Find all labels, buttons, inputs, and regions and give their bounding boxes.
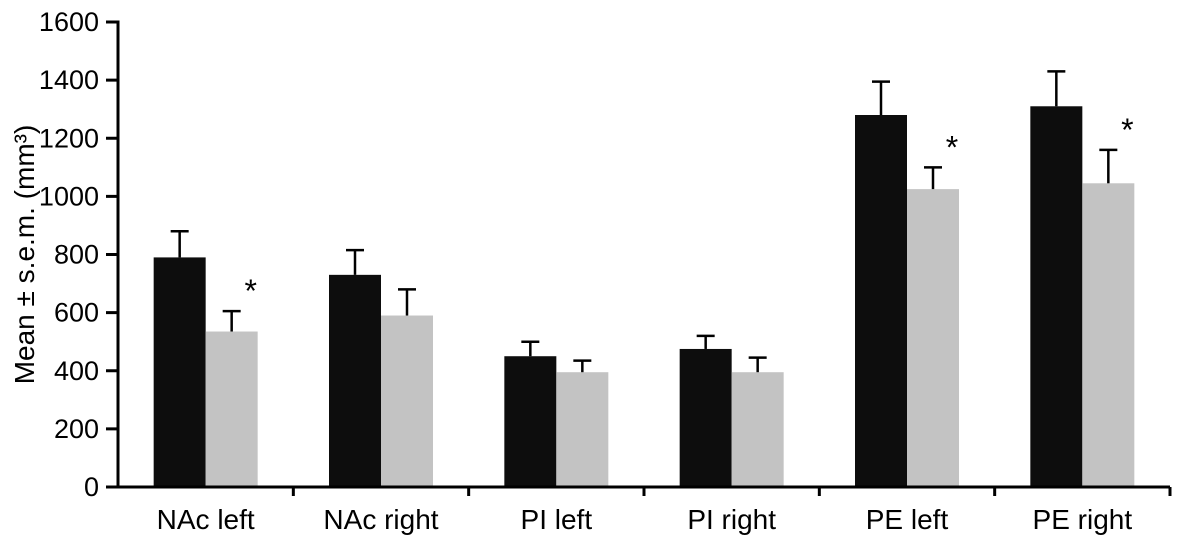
bar-black-bars-4 — [679, 348, 732, 487]
significance-asterisk: * — [946, 129, 958, 165]
bar-gray-bars-2 — [381, 315, 433, 487]
y-tick-label: 800 — [54, 240, 99, 270]
y-tick-label: 0 — [84, 472, 99, 502]
y-tick-label: 200 — [54, 414, 99, 444]
bar-gray-bars-6 — [1082, 183, 1135, 487]
significance-asterisk: * — [1121, 112, 1133, 148]
bar-black-bars-2 — [329, 274, 381, 487]
x-category-label: NAc right — [323, 504, 438, 535]
bar-black-bars-5 — [855, 115, 907, 487]
y-tick-label: 1400 — [39, 65, 99, 95]
y-tick-label: 600 — [54, 298, 99, 328]
y-axis-label: Mean ± s.e.m. (mm³) — [9, 125, 40, 385]
y-tick-label: 1600 — [39, 7, 99, 37]
x-category-label: PE left — [866, 504, 949, 535]
bar-black-bars-1 — [153, 257, 206, 487]
bar-black-bars-3 — [504, 356, 557, 487]
bar-gray-bars-3 — [556, 372, 609, 487]
significance-asterisk: * — [244, 273, 256, 309]
x-category-label: PI left — [521, 504, 593, 535]
bar-black-bars-6 — [1030, 106, 1083, 487]
bar-gray-bars-5 — [907, 189, 959, 487]
bar-gray-bars-1 — [205, 331, 258, 487]
x-category-label: PE right — [1033, 504, 1133, 535]
y-tick-label: 1200 — [39, 123, 99, 153]
y-tick-label: 400 — [54, 356, 99, 386]
bar-gray-bars-4 — [731, 372, 784, 487]
x-category-label: PI right — [687, 504, 776, 535]
x-category-label: NAc left — [157, 504, 255, 535]
y-tick-label: 1000 — [39, 181, 99, 211]
